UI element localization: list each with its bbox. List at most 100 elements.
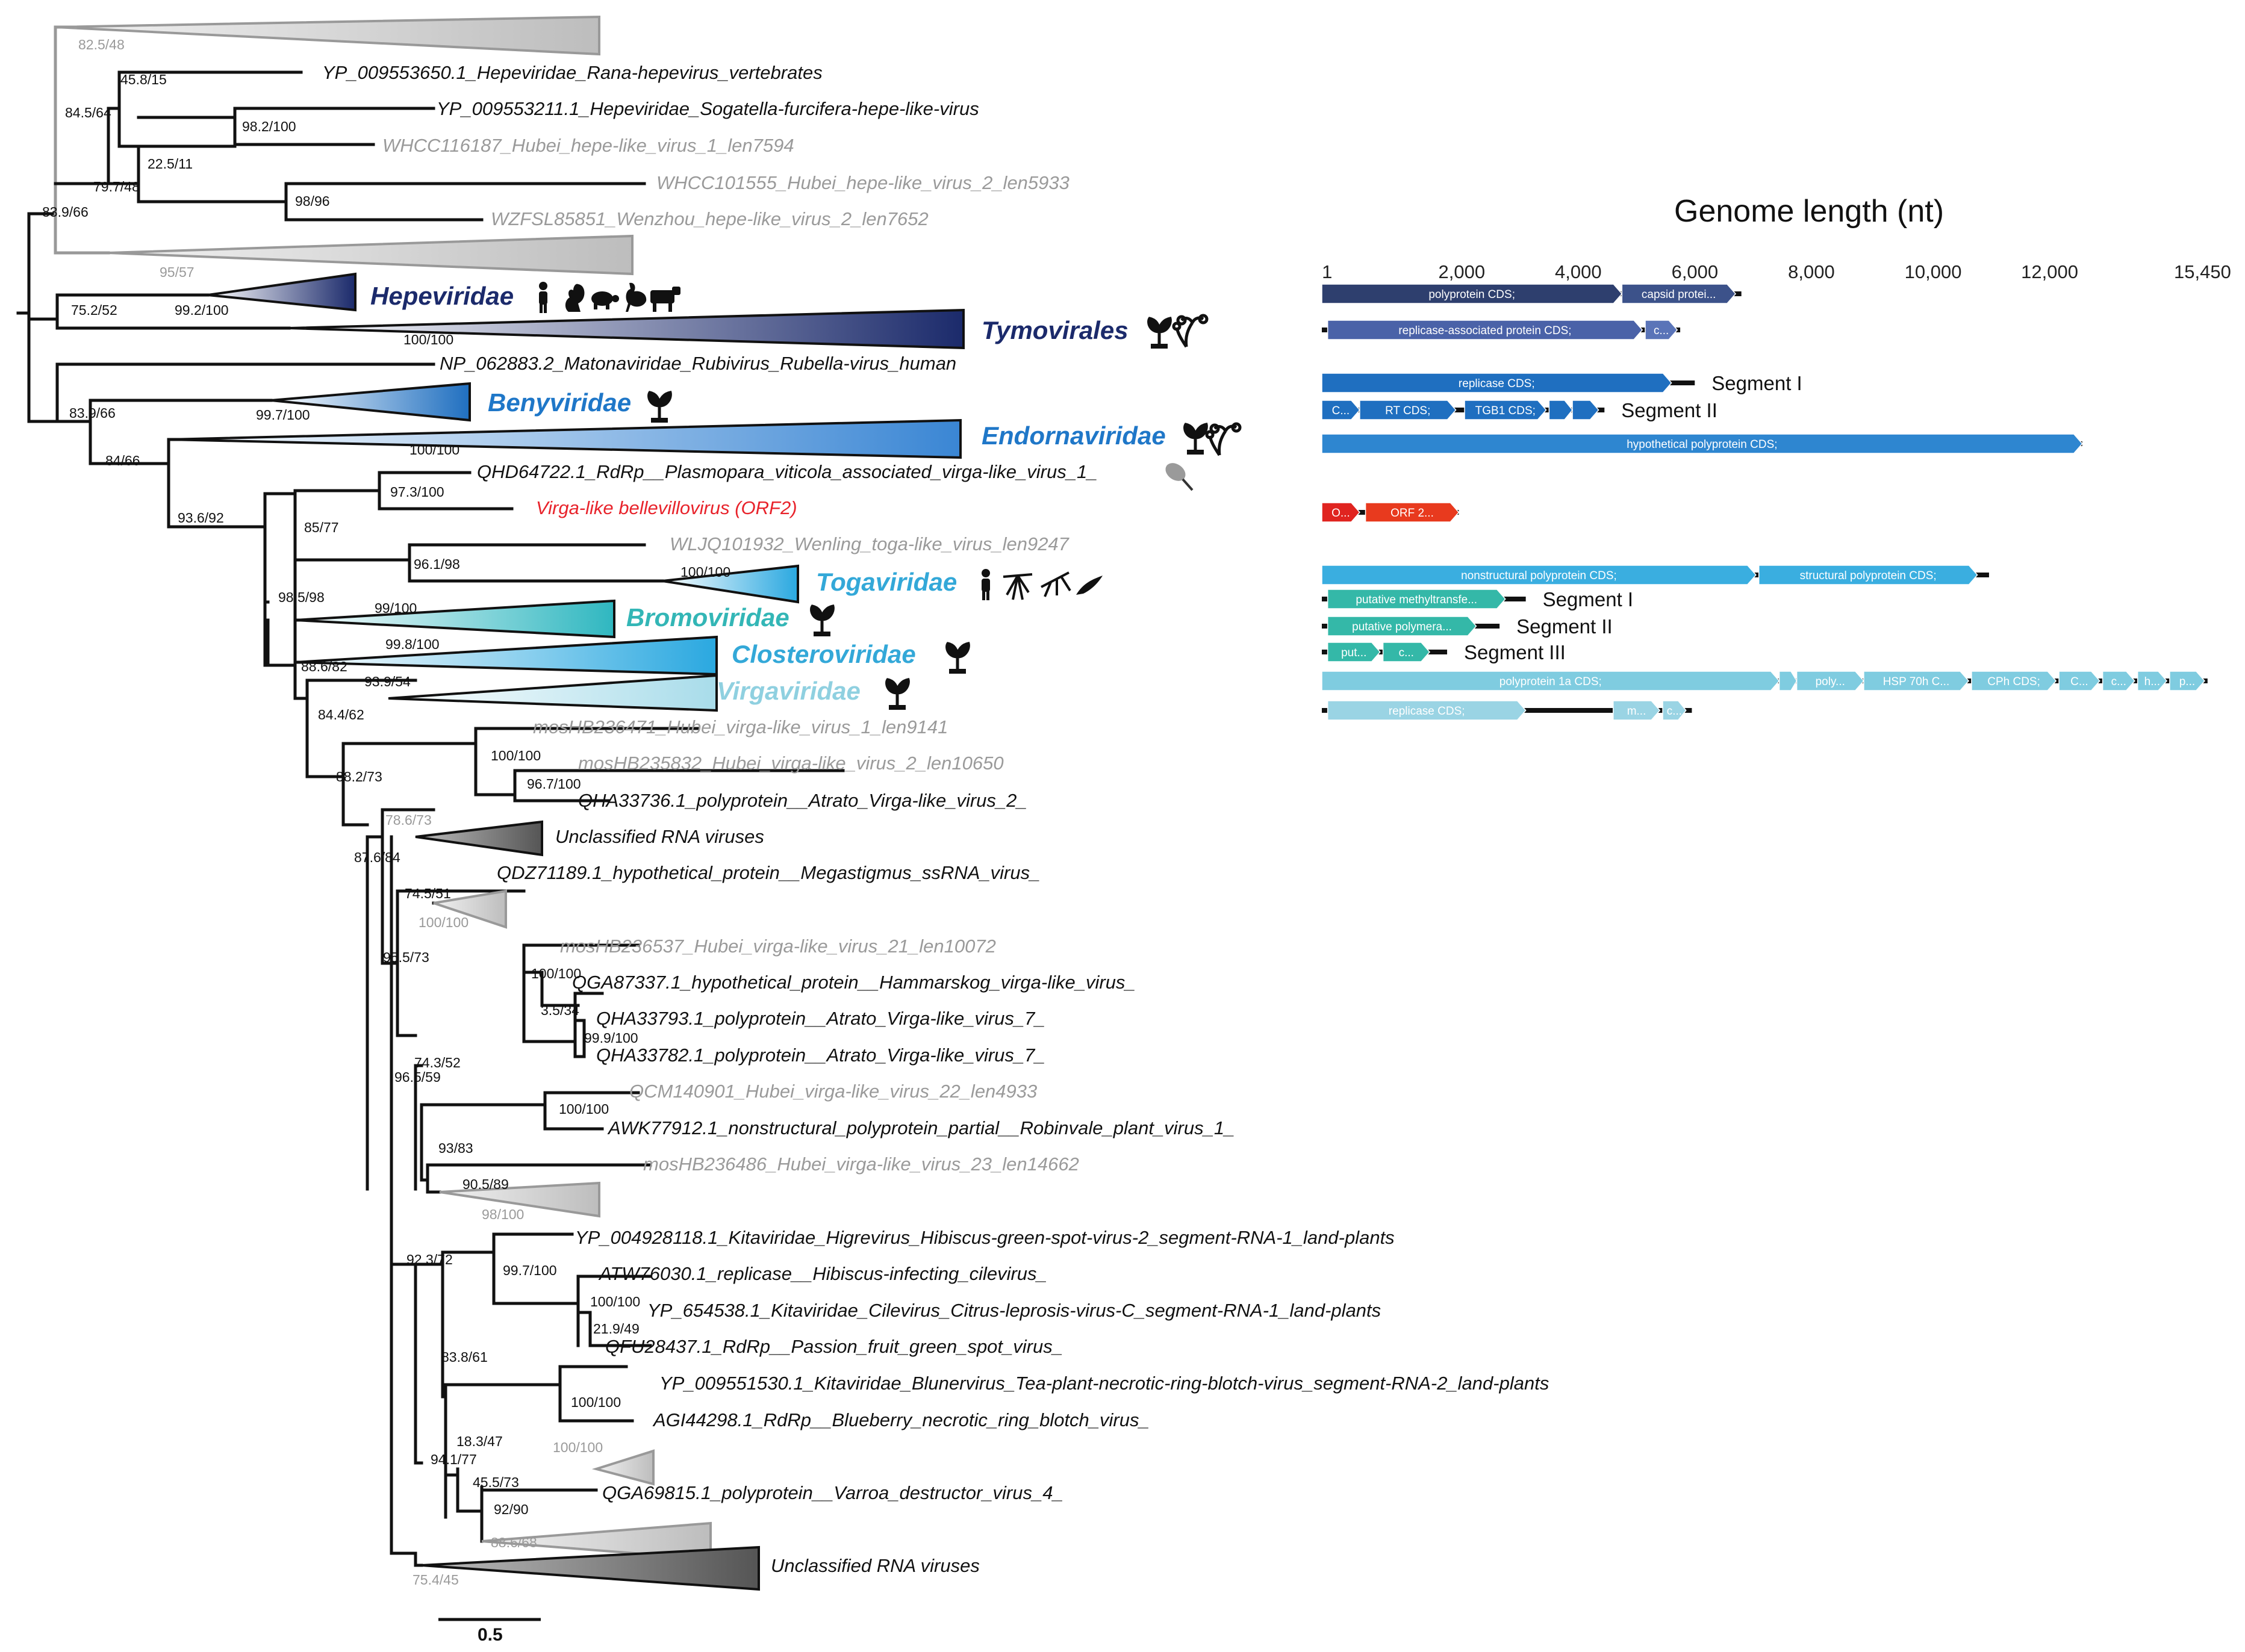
collapsed-clade-benyviridae [270,382,471,422]
clade-label: Hepeviridae [370,282,514,310]
gene-label: capsid protei... [1642,288,1716,301]
taxon-label: mosHB235832_Hubei_virga-like_virus_2_len… [578,753,1004,774]
genome-maps: polyprotein CDS; capsid protei... replicas… [1321,284,2208,721]
taxon-label: QHA33736.1_polyprotein__Atrato_Virga-lik… [578,790,1027,811]
collapsed-clade-gray-top [55,15,600,56]
gene-arrow [1863,671,1970,691]
bootstrap-value: 45.8/15 [120,72,167,87]
genome-map: nonstructural polyprotein CDS; structural… [1321,565,1989,585]
plant-icon [885,678,910,710]
gene-label: C... [2070,675,2088,688]
bootstrap-value: 100/100 [590,1294,640,1309]
gene-arrow [1365,502,1460,523]
gene-label: RT CDS; [1385,405,1430,417]
taxon-label: QHA33793.1_polyprotein__Atrato_Virga-lik… [596,1008,1045,1029]
clade-label: Virgaviridae [717,677,861,705]
gene-arrow [1321,373,1672,393]
gene-label: c... [2111,675,2126,688]
collapsed-clade-bromoviridae [294,599,615,639]
segment-label: Segment II [1516,615,1613,638]
bootstrap-value: 100/100 [531,966,581,981]
oomycete-icon [1165,463,1194,491]
genome-map: hypothetical polyprotein CDS; [1321,433,2083,454]
taxon-label: QCM140901_Hubei_virga-like_virus_22_len4… [629,1081,1037,1102]
plant-icon [810,604,835,636]
bootstrap-value: 99/100 [375,600,417,616]
bootstrap-value: 98/100 [482,1206,524,1222]
gene-arrow [2058,671,2100,691]
bootstrap-value: 99.8/100 [385,636,440,652]
taxon-label: Unclassified RNA viruses [555,826,764,847]
taxon-label: QGA87337.1_hypothetical_protein__Hammars… [572,972,1136,993]
bootstrap-value: 82.5/48 [78,37,125,52]
mosquito-icon [1003,573,1033,600]
bootstrap-value: 83.9/66 [42,204,89,220]
human-icon [982,569,990,600]
gene-arrow [2102,671,2135,691]
bootstrap-value: 93.6/92 [178,510,224,526]
gene-arrow [1621,284,1737,304]
genome-map: O... ORF 2... [1321,502,1460,523]
bootstrap-value: 75.2/52 [71,302,117,318]
axis-tick-label: 1 [1322,261,1332,282]
fungus-icon [1205,422,1242,456]
taxon-label: AGI44298.1_RdRp__Blueberry_necrotic_ring… [652,1409,1150,1430]
taxon-label: ATW76030.1_replicase__Hibiscus-infecting… [598,1263,1047,1284]
genome-map: replicase CDS; Segment I [1321,372,1802,394]
gene-label: CPh CDS; [1987,675,2040,688]
collapsed-clade-closteroviridae [294,635,718,676]
gene-label: poly... [1816,675,1845,688]
taxon-label: YP_009553211.1_Hepeviridae_Sogatella-fur… [437,98,979,119]
bootstrap-value: 22.5/11 [148,156,193,172]
bootstrap-value: 95.5/73 [383,949,429,965]
collapsed-clade-unclassified-2 [421,1545,760,1591]
gene-label: polyprotein CDS; [1428,288,1515,301]
bootstrap-value: 92.3/72 [406,1252,453,1267]
bootstrap-value: 78.6/73 [385,812,432,828]
bootstrap-labels: 82.5/48 84.5/64 45.8/15 98.2/100 22.5/11… [42,37,730,1588]
taxon-label: NP_062883.2_Matonaviridae_Rubivirus_Rube… [440,353,956,374]
bootstrap-value: 94.1/77 [431,1452,477,1467]
bootstrap-value: 100/100 [419,914,469,930]
gene-arrow [1327,320,1643,340]
taxon-label: YP_004928118.1_Kitaviridae_Higrevirus_Hi… [575,1227,1395,1248]
collapsed-clade-gray-kita [591,1449,655,1486]
bootstrap-value: 87.6/84 [354,849,400,865]
gene-label: HSP 70h C... [1883,675,1950,688]
genome-map: C... RT CDS; TGB1 CDS; Segment II [1321,399,1717,421]
bootstrap-value: 75.4/45 [413,1572,459,1588]
gene-arrow [1548,400,1574,420]
bootstrap-value: 74.5/51 [405,886,451,901]
gene-label: nonstructural polyprotein CDS; [1461,570,1617,582]
taxon-label: WHCC101555_Hubei_hepe-like_virus_2_len59… [656,172,1070,193]
gene-label: put... [1341,647,1366,659]
gene-arrow [1321,433,2083,454]
bootstrap-value: 100/100 [680,564,730,580]
gene-label: replicase-associated protein CDS; [1398,324,1571,337]
plant-icon [945,642,970,674]
gene-arrow [1758,565,1978,585]
gene-arrow [1645,320,1678,340]
axis-tick-label: 8,000 [1788,261,1835,282]
clade-labels: Hepeviridae Tymovirales Benyviridae Endo… [370,282,1166,705]
bootstrap-value: 99.7/100 [256,407,310,423]
bootstrap-value: 18.3/47 [456,1433,503,1449]
gene-arrow [1359,400,1457,420]
taxon-label: mosHB236471_Hubei_virga-like_virus_1_len… [533,716,948,738]
gene-arrow [1327,700,1527,721]
bootstrap-value: 92/90 [494,1501,529,1517]
taxon-label: WZFSL85851_Wenzhou_hepe-like_virus_2_len… [491,208,929,229]
gene-arrow [1971,671,2057,691]
gene-arrow [1464,400,1547,420]
taxon-label: QHA33782.1_polyprotein__Atrato_Virga-lik… [596,1045,1045,1066]
gene-arrow [1572,400,1599,420]
gene-label: replicase CDS; [1459,377,1535,390]
gene-arrow [1327,589,1506,609]
human-icon [539,282,547,313]
genome-map: put... c... Segment III [1322,641,1566,663]
gene-arrow [1321,284,1623,304]
taxon-label: QGA69815.1_polyprotein__Varroa_destructo… [602,1482,1063,1503]
collapsed-clade-unclassified-1 [415,820,543,857]
bootstrap-value: 99.2/100 [175,302,229,318]
gene-label: putative polymera... [1352,621,1452,633]
